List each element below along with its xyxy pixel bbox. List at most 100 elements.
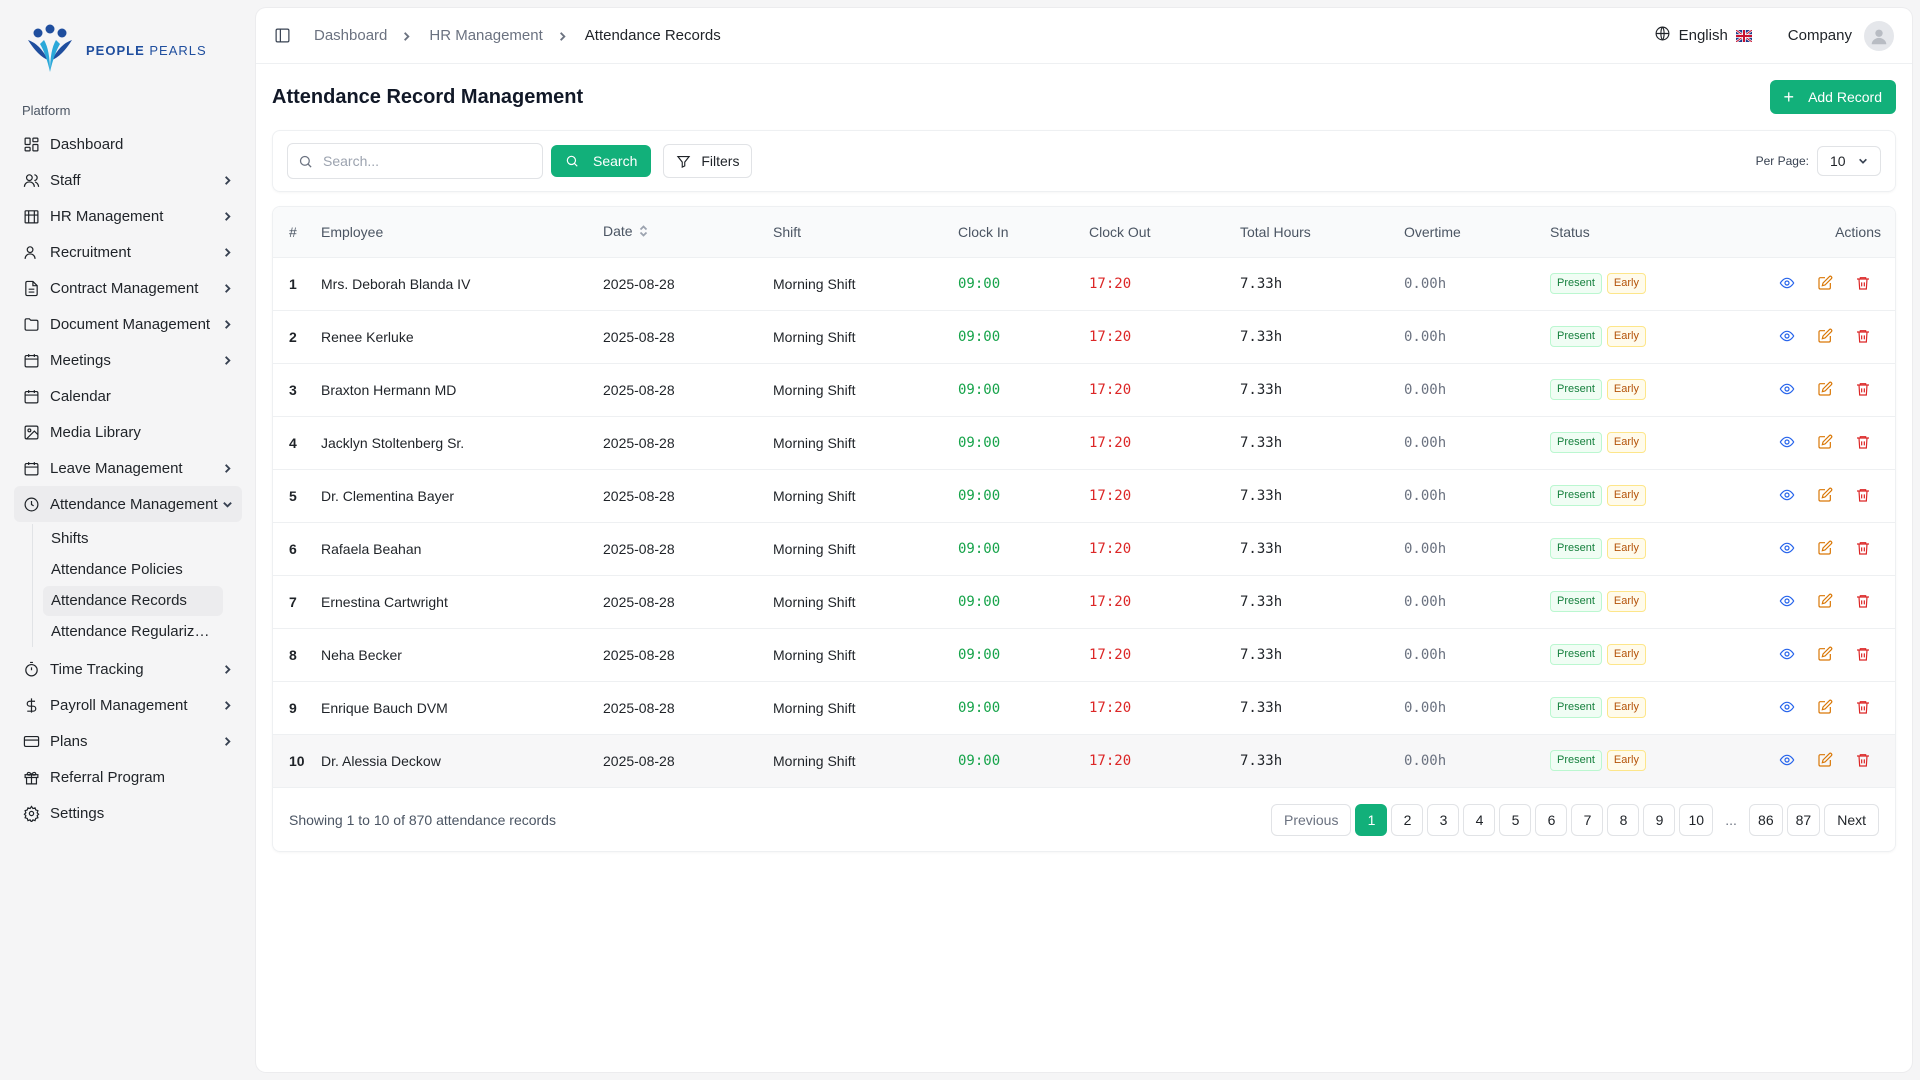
sidebar-item-contract-management[interactable]: Contract Management (14, 270, 242, 306)
breadcrumb-dashboard[interactable]: Dashboard (314, 27, 388, 44)
chevron-right-icon (220, 317, 234, 331)
trash-icon[interactable] (1855, 328, 1873, 346)
eye-icon[interactable] (1779, 487, 1797, 505)
sidebar-item-referral-program[interactable]: Referral Program (14, 759, 242, 795)
eye-icon[interactable] (1779, 328, 1797, 346)
subnav-item-attendance-records[interactable]: Attendance Records (43, 586, 223, 616)
edit-icon[interactable] (1817, 699, 1835, 717)
add-record-button[interactable]: + Add Record (1769, 80, 1896, 114)
trash-icon[interactable] (1855, 646, 1873, 664)
attendance-subnav-container: Shifts Attendance Policies Attendance Re… (14, 524, 242, 647)
search-input[interactable] (323, 153, 523, 169)
add-record-label: Add Record (1808, 89, 1882, 105)
language-selector[interactable]: English (1654, 25, 1752, 46)
edit-icon[interactable] (1817, 540, 1835, 558)
overtime-hours: 0.00h (1404, 328, 1447, 345)
edit-icon[interactable] (1817, 752, 1835, 770)
company-menu[interactable]: Company (1788, 20, 1894, 51)
user-plus-icon (22, 243, 40, 261)
page-title: Attendance Record Management (272, 85, 584, 108)
per-page-select[interactable]: 10 (1817, 146, 1881, 176)
pagination-page-button[interactable]: 1 (1355, 803, 1388, 836)
record-date: 2025-08-28 (603, 487, 675, 504)
subnav-item-attendance-policies[interactable]: Attendance Policies (51, 561, 183, 578)
sidebar-item-time-tracking[interactable]: Time Tracking (14, 651, 242, 687)
pagination-page-button[interactable]: 3 (1427, 803, 1460, 836)
pagination-page-button[interactable]: 87 (1786, 803, 1821, 836)
chevron-right-icon (220, 173, 234, 187)
column-header-date[interactable]: Date (603, 207, 773, 257)
clock-in-time: 09:00 (958, 487, 1001, 504)
trash-icon[interactable] (1855, 275, 1873, 293)
pagination-page-button[interactable]: 10 (1679, 803, 1714, 836)
sidebar-item-document-management[interactable]: Document Management (14, 306, 242, 342)
early-badge: Early (1606, 750, 1646, 772)
eye-icon[interactable] (1779, 593, 1797, 611)
chevron-right-icon (220, 209, 234, 223)
pagination-page-button[interactable]: 86 (1749, 803, 1783, 836)
eye-icon[interactable] (1779, 275, 1797, 293)
pagination-page-button[interactable]: 7 (1571, 803, 1604, 836)
sidebar-item-leave-management[interactable]: Leave Management (14, 450, 242, 486)
sidebar-item-recruitment[interactable]: Recruitment (14, 234, 242, 270)
sidebar-item-hr-management[interactable]: HR Management (14, 198, 242, 234)
edit-icon[interactable] (1817, 593, 1835, 611)
pagination-page-button[interactable]: 5 (1499, 803, 1532, 836)
trash-icon[interactable] (1855, 381, 1873, 399)
trash-icon[interactable] (1855, 752, 1873, 770)
edit-icon[interactable] (1817, 646, 1835, 664)
pagination-page-button[interactable]: 4 (1463, 803, 1496, 836)
eye-icon[interactable] (1779, 699, 1797, 717)
trash-icon[interactable] (1855, 487, 1873, 505)
chevron-right-icon (557, 29, 571, 43)
sidebar-item-settings[interactable]: Settings (14, 795, 242, 831)
trash-icon[interactable] (1855, 540, 1873, 558)
sidebar-item-staff[interactable]: Staff (14, 162, 242, 198)
trash-icon[interactable] (1855, 593, 1873, 611)
edit-icon[interactable] (1817, 275, 1835, 293)
record-date: 2025-08-28 (603, 328, 675, 345)
edit-icon[interactable] (1817, 381, 1835, 399)
brand-logo[interactable]: PEOPLE PEARLS (14, 0, 242, 100)
shift-name: Morning Shift (773, 646, 856, 663)
subnav-item-shifts[interactable]: Shifts (51, 530, 89, 547)
sidebar-item-attendance-management[interactable]: Attendance Management (14, 486, 242, 522)
sidebar-item-calendar[interactable]: Calendar (14, 378, 242, 414)
sidebar-item-meetings[interactable]: Meetings (14, 342, 242, 378)
search-field[interactable] (287, 143, 543, 179)
pagination-next-button[interactable]: Next (1824, 803, 1879, 836)
pagination-page-button[interactable]: 2 (1391, 803, 1424, 836)
eye-icon[interactable] (1779, 646, 1797, 664)
sidebar-item-dashboard[interactable]: Dashboard (14, 126, 242, 162)
pagination-page-button[interactable]: 8 (1607, 803, 1640, 836)
edit-icon[interactable] (1817, 434, 1835, 452)
edit-icon[interactable] (1817, 328, 1835, 346)
column-header-shift: Shift (773, 223, 802, 240)
sidebar-item-media-library[interactable]: Media Library (14, 414, 242, 450)
eye-icon[interactable] (1779, 381, 1797, 399)
pagination-previous-button[interactable]: Previous (1271, 803, 1352, 836)
eye-icon[interactable] (1779, 540, 1797, 558)
sidebar-item-plans[interactable]: Plans (14, 723, 242, 759)
row-index: 8 (289, 646, 297, 663)
table-row: 5 Dr. Clementina Bayer 2025-08-28 Morning S… (273, 469, 1895, 522)
column-header-clock-in: Clock In (958, 223, 1009, 240)
trash-icon[interactable] (1855, 434, 1873, 452)
sidebar-toggle-icon[interactable] (274, 27, 292, 45)
eye-icon[interactable] (1779, 752, 1797, 770)
eye-icon[interactable] (1779, 434, 1797, 452)
trash-icon[interactable] (1855, 699, 1873, 717)
sidebar-item-payroll-management[interactable]: Payroll Management (14, 687, 242, 723)
subnav-item-attendance-regularization[interactable]: Attendance Regularizat... (51, 623, 220, 640)
edit-icon[interactable] (1817, 487, 1835, 505)
filter-toolbar: Search Filters Per Page: 10 (272, 130, 1896, 192)
filters-button[interactable]: Filters (663, 144, 753, 178)
search-button[interactable]: Search (551, 145, 652, 177)
clock-in-time: 09:00 (958, 699, 1001, 716)
breadcrumb-hr-management[interactable]: HR Management (429, 27, 543, 44)
pagination-page-button[interactable]: 9 (1643, 803, 1676, 836)
pagination-page-button[interactable]: 6 (1535, 803, 1568, 836)
chevron-right-icon (401, 29, 415, 43)
search-icon (299, 155, 312, 168)
per-page-control: Per Page: 10 (1756, 146, 1881, 176)
